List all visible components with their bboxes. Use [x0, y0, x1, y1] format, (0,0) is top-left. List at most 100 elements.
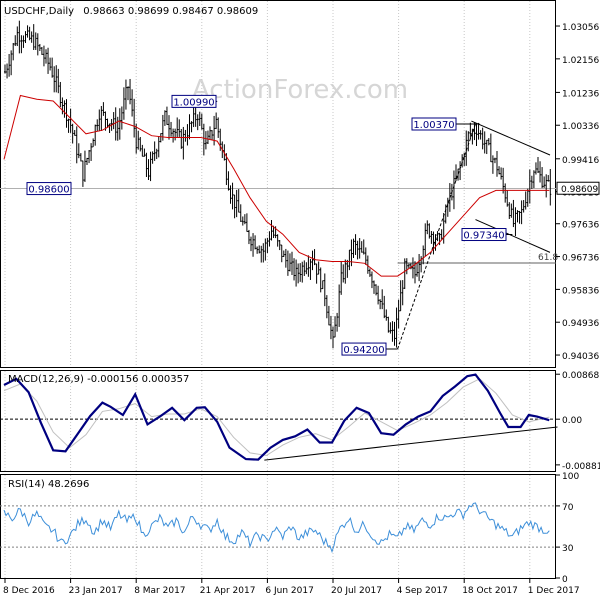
price-bar	[131, 89, 134, 117]
price-bar	[116, 116, 119, 141]
price-bar	[346, 259, 349, 278]
price-bar	[323, 273, 326, 307]
price-bar	[297, 263, 300, 284]
price-bar	[338, 284, 341, 327]
price-axis: 1.030561.021561.012361.003360.994160.985…	[556, 23, 600, 362]
price-bar	[206, 130, 209, 145]
price-bar	[202, 123, 205, 156]
price-bar	[471, 128, 474, 145]
price-bar	[438, 232, 441, 246]
price-bar	[6, 63, 9, 79]
price-bar	[498, 166, 501, 175]
price-bar	[446, 197, 449, 217]
price-bar	[305, 262, 308, 275]
time-tick-label: 23 Jan 2017	[69, 586, 123, 596]
price-bar	[286, 250, 289, 276]
price-bar	[329, 315, 332, 340]
price-bar	[491, 155, 494, 174]
price-bar	[334, 316, 337, 338]
price-bar	[26, 25, 29, 38]
macd-title: MACD(12,26,9) -0.000156 0.000357	[8, 374, 189, 385]
price-bar	[411, 257, 414, 279]
price-bar	[157, 136, 160, 158]
price-bar	[264, 238, 267, 261]
price-bar	[59, 81, 62, 108]
rsi-panel	[0, 474, 556, 579]
price-bar	[319, 267, 322, 293]
price-bars	[4, 20, 552, 349]
price-bar	[524, 191, 527, 210]
price-bar	[405, 258, 408, 275]
price-bar	[348, 249, 351, 271]
price-bar	[465, 130, 468, 166]
price-bar	[512, 199, 515, 228]
price-bar	[182, 126, 185, 160]
price-annotation: 0.94200	[341, 342, 387, 356]
price-bar	[155, 148, 158, 160]
price-bar	[518, 210, 521, 224]
price-bar	[108, 123, 111, 134]
price-bar	[541, 167, 544, 189]
price-bar	[303, 260, 306, 276]
price-bar	[547, 175, 550, 182]
price-bar	[452, 170, 455, 210]
price-bar	[315, 263, 318, 284]
time-tick-label: 1 Dec 2017	[528, 586, 580, 596]
price-bar	[485, 139, 488, 155]
rsi-axis: 100 70 30 0	[556, 472, 579, 585]
price-annotation: 1.00990	[171, 94, 217, 108]
price-bar	[379, 299, 382, 310]
price-bar	[381, 289, 384, 310]
price-bar	[506, 189, 509, 207]
price-bar	[479, 130, 482, 140]
price-bar	[73, 130, 76, 136]
price-bar	[278, 240, 281, 251]
price-bar	[139, 136, 142, 152]
price-bar	[434, 234, 437, 251]
price-bar	[47, 47, 50, 74]
price-bar	[440, 229, 443, 240]
price-bar	[299, 263, 302, 282]
price-bar	[36, 33, 39, 56]
price-bar	[268, 231, 271, 247]
price-bar	[508, 202, 511, 220]
macd-tick-label: 0.00868	[562, 371, 599, 381]
price-bar	[65, 99, 68, 128]
price-bar	[209, 126, 211, 140]
price-tick-label: 0.97636	[562, 221, 599, 231]
price-bar	[430, 230, 433, 244]
price-bar	[522, 200, 525, 213]
price-bar	[137, 130, 140, 150]
price-bar	[77, 143, 80, 159]
price-bar	[432, 231, 435, 255]
price-bar	[178, 119, 181, 137]
price-bar	[176, 117, 179, 138]
price-bar	[204, 131, 207, 150]
price-bar	[57, 68, 60, 94]
price-bar	[81, 160, 84, 187]
time-axis: 8 Dec 2016 23 Jan 2017 8 Mar 2017 21 Apr 20…	[3, 578, 580, 596]
time-tick-label: 18 Oct 2017	[462, 586, 518, 596]
price-bar	[211, 130, 214, 140]
macd-signal-line	[3, 378, 550, 457]
price-bar	[385, 309, 388, 321]
price-bar	[463, 152, 466, 167]
price-bar	[32, 24, 35, 51]
price-bar	[83, 150, 86, 182]
price-bar	[88, 150, 91, 164]
price-bar	[114, 107, 117, 141]
price-bar	[86, 157, 88, 165]
macd-trendline	[264, 426, 558, 461]
price-bar	[231, 182, 234, 210]
time-tick-label: 21 Apr 2017	[200, 586, 256, 596]
price-bar	[42, 45, 45, 67]
price-bar	[104, 111, 107, 131]
annotation-label: 0.94200	[343, 345, 384, 356]
price-bar	[530, 175, 533, 189]
price-bar	[448, 183, 451, 212]
price-bar	[272, 225, 275, 238]
price-bar	[229, 185, 232, 204]
price-bar	[475, 123, 478, 147]
price-bar	[293, 258, 296, 281]
price-bar	[336, 312, 339, 332]
